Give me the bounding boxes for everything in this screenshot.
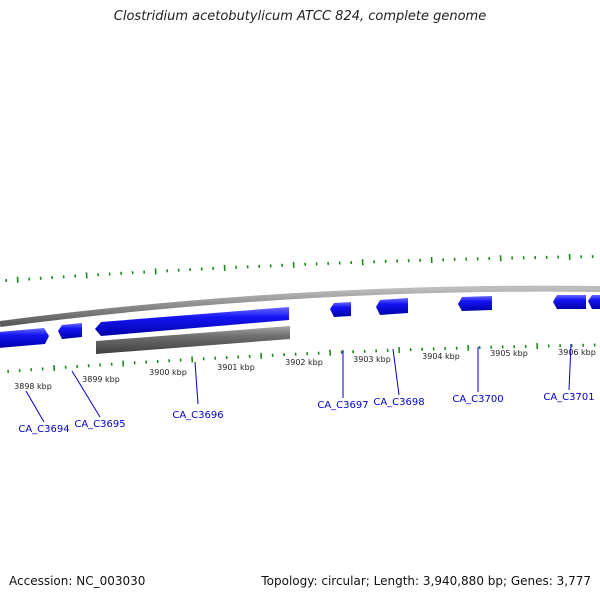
outer-tick-row (5, 253, 594, 283)
map-title: Clostridium acetobutylicum ATCC 824, com… (113, 9, 487, 24)
position-label: 3898 kbp (14, 382, 52, 391)
gene-label[interactable]: CA_C3695 (74, 419, 125, 430)
gene-label[interactable]: CA_C3701 (543, 392, 594, 403)
gene-arrow-reverse[interactable] (96, 326, 290, 354)
accession-label: Accession: NC_003030 (9, 574, 146, 588)
gene-label[interactable]: CA_C3698 (373, 397, 424, 408)
gene-arrow-ca-c3695[interactable] (58, 323, 82, 339)
gene-leader-line (568, 343, 572, 391)
gene-leader-line (71, 370, 101, 418)
position-label: 3905 kbp (490, 349, 528, 358)
gene-labels: CA_C3694 CA_C3695 CA_C3696 CA_C3697 CA_C3698… (18, 392, 594, 435)
genome-summary-label: Topology: circular; Length: 3,940,880 bp… (261, 574, 591, 588)
position-label: 3906 kbp (558, 348, 596, 357)
gene-arrow-next[interactable] (588, 295, 600, 309)
forward-strand-genes (0, 295, 600, 348)
genome-backbone (0, 285, 600, 327)
gene-leader-line (194, 361, 199, 405)
inner-tick-row (7, 343, 596, 373)
gene-arrow-ca-c3698[interactable] (376, 298, 408, 315)
gene-arrow-ca-c3697[interactable] (330, 302, 351, 317)
gene-label[interactable]: CA_C3697 (317, 400, 368, 411)
gene-label[interactable]: CA_C3694 (18, 424, 69, 435)
gene-label[interactable]: CA_C3696 (172, 410, 223, 421)
position-labels: 3898 kbp 3899 kbp 3900 kbp 3901 kbp 3902 kbp… (14, 348, 596, 391)
gene-leader-line (392, 348, 400, 396)
gene-leader-line (25, 390, 45, 423)
gene-label[interactable]: CA_C3700 (452, 394, 503, 405)
position-label: 3901 kbp (217, 363, 255, 372)
gene-arrow-ca-c3696[interactable] (95, 307, 289, 336)
gene-arrow-ca-c3700[interactable] (458, 296, 492, 311)
position-label: 3903 kbp (353, 355, 391, 364)
gene-arrow-ca-c3694[interactable] (0, 328, 49, 348)
position-label: 3900 kbp (149, 368, 187, 377)
position-label: 3904 kbp (422, 352, 460, 361)
gene-arrow-ca-c3701[interactable] (553, 295, 586, 309)
position-label: 3899 kbp (82, 375, 120, 384)
gene-leaders (25, 343, 572, 423)
position-label: 3902 kbp (285, 358, 323, 367)
